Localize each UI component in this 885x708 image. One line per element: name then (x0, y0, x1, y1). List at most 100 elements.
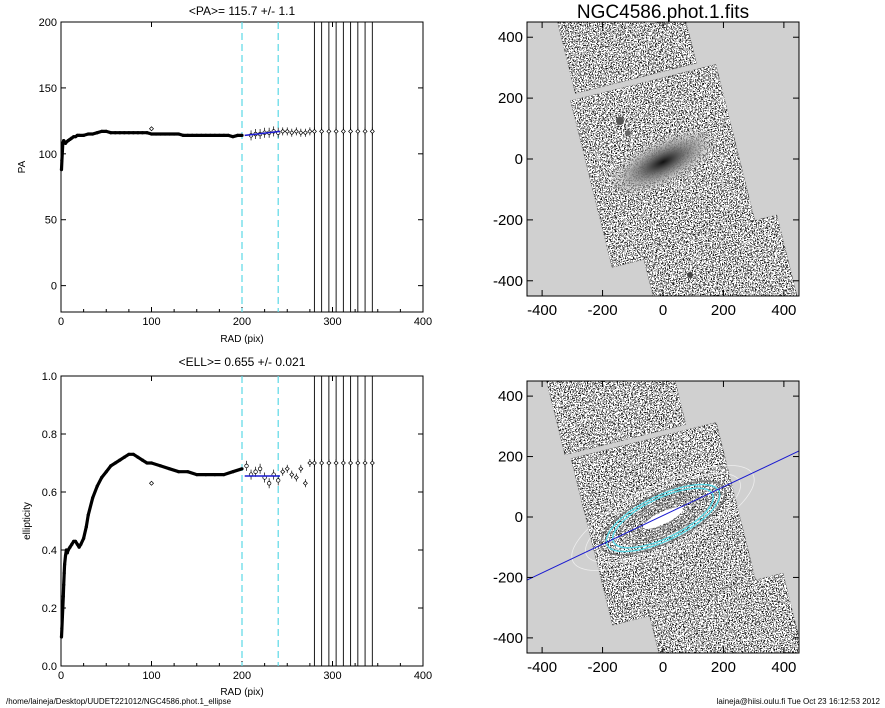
data-point (59, 635, 64, 639)
isophote (625, 495, 701, 541)
outlier-point (149, 480, 154, 486)
data-point (204, 133, 208, 137)
data-point (208, 133, 212, 137)
galaxy-ngc4586 (606, 127, 720, 197)
isophote-ellipses (571, 465, 755, 571)
data-point (59, 168, 64, 172)
isophote-panel: -400-400 -200 -200 0 0 200 200 400 400 (493, 380, 800, 676)
y-tick-label: 0 (51, 281, 57, 293)
data-point (217, 133, 221, 137)
image-strip-bottom (647, 573, 799, 653)
ell-xlabel: RAD (pix) (220, 687, 263, 698)
pa-title: <PA>= 115.7 +/- 1.1 (189, 4, 296, 18)
outer-point (319, 128, 325, 134)
x-tick-label: 400 (414, 670, 432, 682)
outer-point (340, 128, 346, 134)
outer-point (293, 475, 299, 480)
outer-point (326, 128, 332, 134)
outer-isophote (585, 472, 741, 564)
data-point (154, 132, 158, 136)
data-point (75, 542, 79, 546)
x-tick-label: 0 (58, 316, 64, 328)
outer-point (280, 128, 286, 134)
y-tick-label: 0 (515, 509, 523, 526)
image-strip-bottom (641, 214, 799, 296)
x-tick-label: 200 (711, 659, 736, 676)
data-point (86, 132, 90, 136)
isophote (612, 487, 714, 549)
pa-data-points (59, 126, 375, 172)
outer-point (311, 128, 317, 134)
x-tick-label: 0 (659, 302, 667, 319)
data-point (186, 133, 190, 137)
image-axis-ticks: -400-400 -200 -200 0 0 200 200 400 400 (493, 22, 799, 319)
y-tick-label: 150 (39, 83, 57, 95)
data-point (140, 458, 145, 462)
data-point (104, 129, 108, 134)
isophote (637, 502, 689, 534)
data-point (73, 539, 78, 543)
outer-point (369, 128, 375, 134)
data-point (136, 131, 140, 135)
x-tick-label: 300 (323, 316, 341, 328)
data-point (113, 131, 117, 135)
field-star (625, 130, 631, 136)
outer-point (284, 128, 290, 134)
x-tick-label: -200 (588, 659, 618, 676)
data-point (66, 548, 70, 552)
data-point (62, 571, 66, 575)
data-point (79, 542, 83, 546)
x-tick-label: 200 (233, 670, 251, 682)
data-point (77, 133, 81, 137)
outer-point (333, 460, 339, 466)
y-tick-label: 200 (498, 90, 523, 107)
outlier-point (149, 126, 154, 132)
x-tick-label: 400 (414, 316, 432, 328)
data-point (63, 562, 67, 567)
y-tick-label: 0.0 (42, 661, 57, 673)
data-point (68, 545, 72, 549)
fit-range-point (257, 466, 263, 471)
data-point (186, 470, 190, 474)
outer-point (326, 460, 332, 466)
data-point (100, 475, 104, 480)
fit-range-point (244, 463, 249, 469)
pa-axis-ticks: 0 100 200 300 400 0 50 100 150 200 (39, 17, 433, 328)
ell-marker-lines (241, 376, 373, 666)
y-tick-label: 1.0 (42, 371, 57, 383)
data-point (63, 554, 68, 558)
x-tick-label: 300 (323, 670, 341, 682)
isophote (631, 499, 695, 537)
y-tick-label: 0 (515, 151, 523, 168)
x-tick-label: -200 (588, 302, 618, 319)
data-point (60, 149, 64, 153)
isophote (605, 483, 721, 553)
outer-point (307, 460, 313, 466)
data-point (86, 513, 90, 517)
outer-point (369, 460, 375, 466)
mean-fit-line (244, 130, 281, 137)
data-point (109, 464, 113, 468)
outer-point (298, 466, 304, 472)
y-tick-label: 0.6 (42, 487, 57, 499)
fit-range-point (276, 478, 281, 483)
outer-point (302, 480, 308, 486)
x-tick-label: 100 (142, 670, 160, 682)
y-tick-label: 100 (39, 149, 57, 161)
data-point (195, 473, 199, 477)
data-point (122, 131, 126, 135)
data-point (190, 133, 194, 137)
data-point (60, 626, 64, 630)
x-tick-label: 100 (142, 316, 160, 328)
data-point (158, 132, 163, 136)
pa-ylabel: PA (17, 160, 28, 173)
y-tick-label: -200 (493, 569, 523, 586)
isophote (600, 480, 726, 556)
y-tick-label: 0.2 (42, 603, 57, 615)
outer-point (348, 128, 354, 134)
field-star (616, 117, 624, 125)
outer-point (302, 130, 308, 136)
data-point (91, 496, 95, 500)
data-point (91, 132, 95, 136)
outer-point (348, 460, 354, 466)
